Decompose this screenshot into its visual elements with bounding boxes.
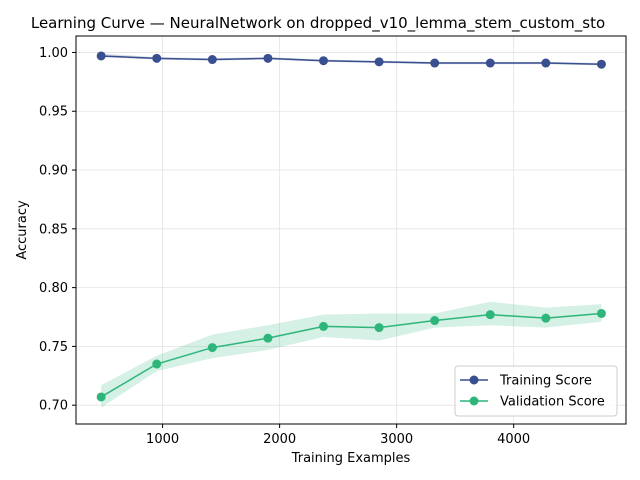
y-tick-label: 1.00 [39,46,68,61]
y-tick-label: 0.80 [39,281,68,296]
validation-score-point [485,310,495,320]
validation-score-band [101,301,602,408]
plot-frame [75,35,627,425]
training-score-point [541,58,551,68]
legend-label: Training Score [499,374,592,389]
y-tick-label: 0.95 [39,105,68,120]
series-points [96,51,606,402]
y-tick-label: 0.85 [39,222,68,237]
validation-score-point [96,392,106,402]
training-score-point [374,57,384,67]
legend-box [454,365,618,417]
x-tick-label: 4000 [497,432,530,447]
validation-score-point [596,308,606,318]
legend-swatch-marker [469,396,479,406]
validation-score-point [263,333,273,343]
x-axis-ticks: 1000 2000 3000 4000 [146,424,530,447]
training-score-point [263,53,273,63]
y-tick-label: 0.90 [39,164,68,179]
validation-score-point [374,323,384,333]
y-tick-label: 0.70 [39,399,68,414]
y-tick-label: 0.75 [39,340,68,355]
training-score-point [430,58,440,68]
validation-score-point [152,359,162,369]
validation-score-point [541,313,551,323]
validation-score-point [430,316,440,326]
grid-lines [76,36,626,424]
validation-score-line [100,312,602,398]
legend: Training Score Validation Score [454,365,618,417]
x-axis-label: Training Examples [291,451,411,466]
training-score-line [101,55,602,65]
training-score-point [152,53,162,63]
training-score-point [319,56,328,66]
legend-swatch-marker [469,375,479,385]
x-tick-label: 3000 [380,432,413,447]
series-lines [100,55,602,398]
y-axis-ticks: 0.70 0.75 0.80 0.85 0.90 0.95 1.00 [39,46,76,414]
validation-score-point [319,321,328,331]
confidence-bands [101,53,602,408]
x-tick-label: 1000 [146,432,179,447]
training-score-point [96,51,106,61]
legend-label: Validation Score [500,395,605,410]
y-axis-label: Accuracy [15,200,30,260]
x-tick-label: 2000 [263,432,296,447]
training-score-point [207,55,217,65]
training-score-point [485,58,495,68]
training-score-point [596,59,606,69]
validation-score-point [207,343,217,353]
chart-title: Learning Curve — NeuralNetwork on droppe… [31,14,605,33]
